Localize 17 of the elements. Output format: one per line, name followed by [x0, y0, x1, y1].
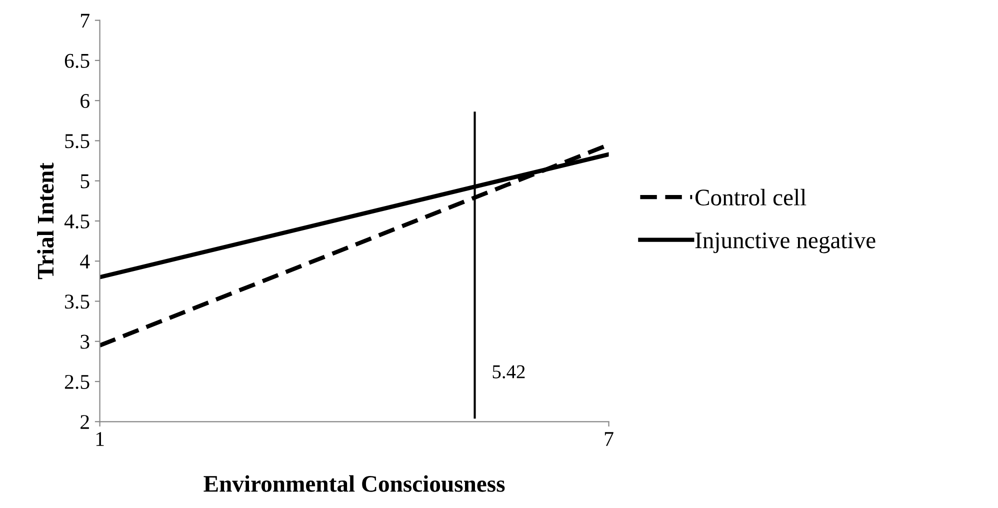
y-axis-title: Trial Intent — [37, 162, 54, 280]
ref-line-label: 5.42 — [492, 365, 525, 378]
y-tick-label: 5 — [80, 174, 90, 188]
y-tick-label: 5.5 — [65, 134, 90, 148]
y-tick-label: 3.5 — [65, 294, 90, 309]
legend-label: Injunctive negative — [695, 232, 876, 254]
y-tick-label: 6 — [80, 94, 90, 108]
y-tick-label: 2 — [80, 415, 89, 429]
y-tick-label: 7 — [81, 14, 90, 28]
y-tick-label: 2.5 — [64, 374, 90, 390]
x-tick-label: 1 — [96, 432, 104, 446]
x-axis-title: Environmental Consciousness — [204, 475, 505, 492]
y-tick-label: 4.5 — [64, 214, 90, 229]
legend-label: Control cell — [695, 188, 806, 206]
y-tick-label: 4 — [80, 254, 90, 268]
y-tick-label: 3 — [80, 334, 90, 349]
y-tick-label: 6.5 — [64, 54, 90, 68]
